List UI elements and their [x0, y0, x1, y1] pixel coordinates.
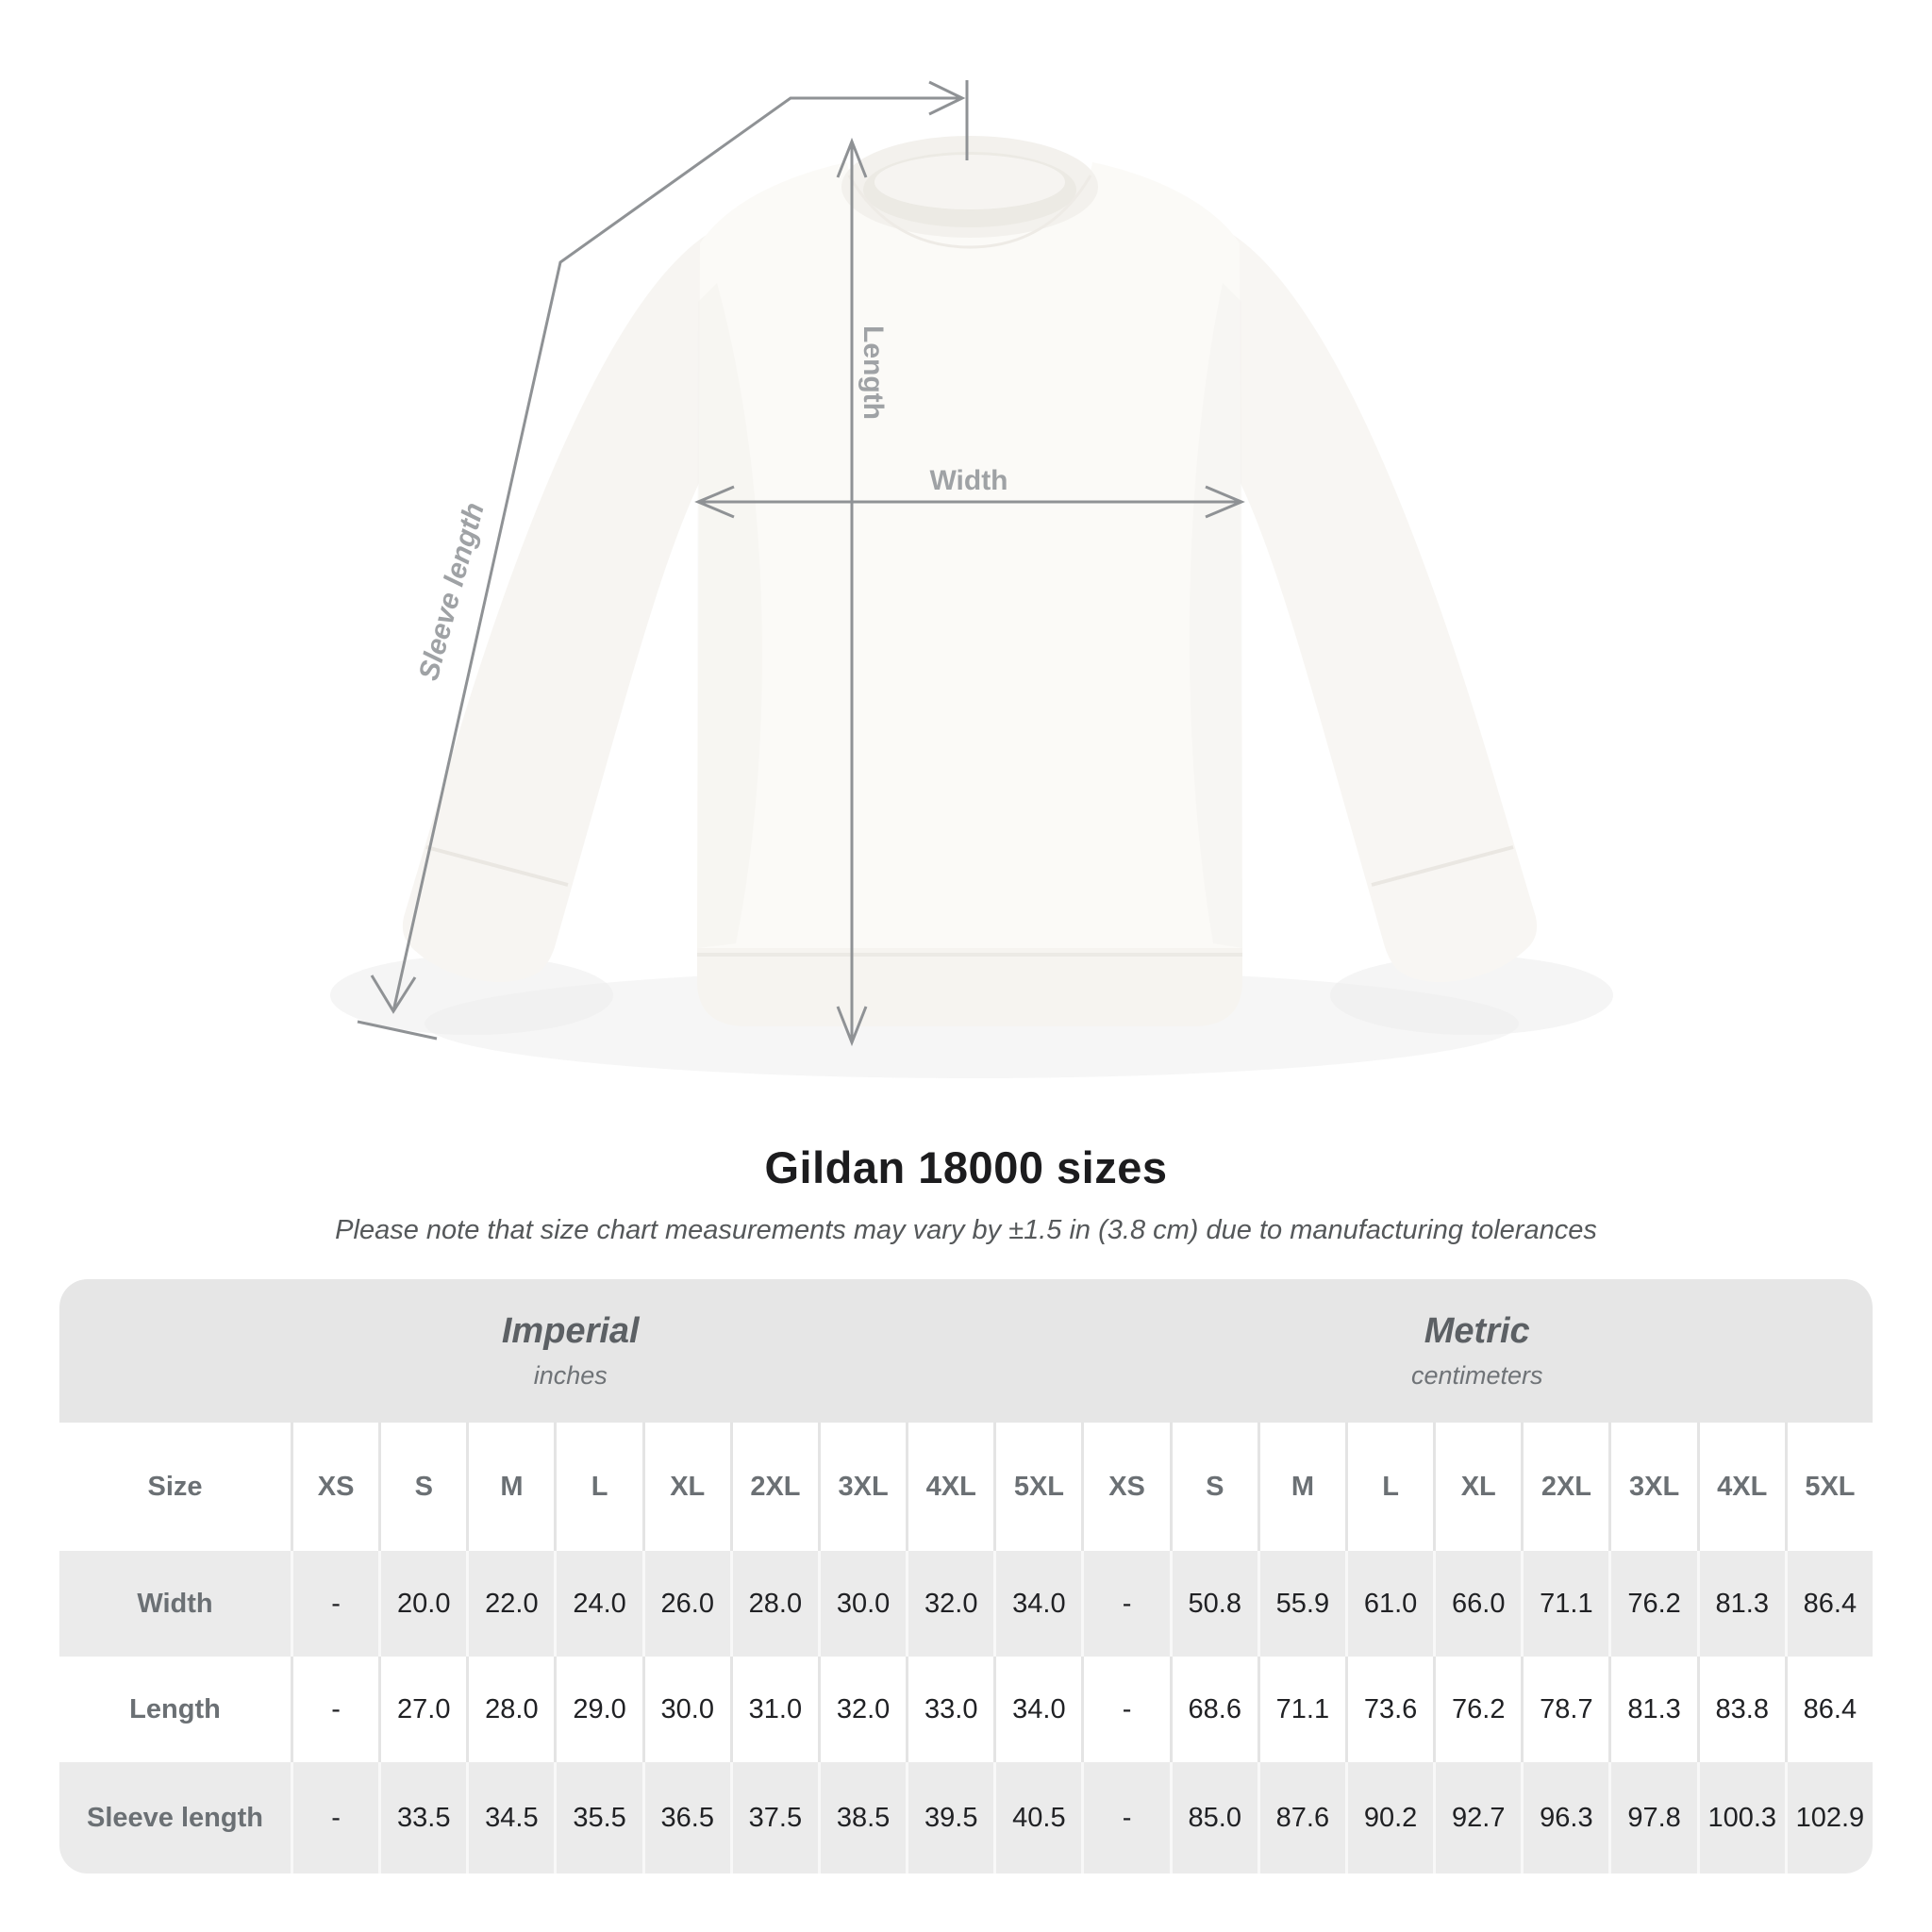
length-measure-label: Length	[858, 325, 889, 420]
measurement-value-metric: -	[1081, 1551, 1170, 1657]
measurement-value-imperial: 38.5	[817, 1762, 907, 1874]
measurement-value-metric: 55.9	[1257, 1551, 1345, 1657]
measurement-value-imperial: 30.0	[641, 1657, 730, 1762]
measurement-value-imperial: 29.0	[554, 1657, 642, 1762]
measurement-value-metric: 50.8	[1169, 1551, 1257, 1657]
measurement-value-metric: 71.1	[1257, 1657, 1345, 1762]
size-column-header-metric: XL	[1433, 1423, 1522, 1551]
measurement-value-metric: 76.2	[1608, 1551, 1697, 1657]
measurement-value-imperial: -	[291, 1657, 379, 1762]
measurement-value-metric: 81.3	[1608, 1657, 1697, 1762]
measurement-value-imperial: 24.0	[554, 1551, 642, 1657]
measurement-value-metric: -	[1081, 1762, 1170, 1874]
size-table: Imperial inches Metric centimeters Size X…	[59, 1279, 1873, 1874]
measurement-value-imperial: 37.5	[729, 1762, 818, 1874]
measurement-value-imperial: 28.0	[466, 1657, 555, 1762]
measurement-value-imperial: 33.0	[906, 1657, 994, 1762]
row-label: Width	[59, 1551, 291, 1657]
measurement-value-imperial: 39.5	[906, 1762, 994, 1874]
size-column-header-metric: 4XL	[1696, 1423, 1785, 1551]
length-arrow	[836, 137, 868, 1047]
size-column-header-metric: 3XL	[1608, 1423, 1697, 1551]
sweatshirt-photo	[402, 136, 1538, 1026]
size-corner-header: Size	[59, 1423, 291, 1551]
measurement-value-imperial: 26.0	[641, 1551, 730, 1657]
measurement-value-imperial: 33.5	[378, 1762, 467, 1874]
measurement-value-metric: 87.6	[1257, 1762, 1345, 1874]
measurement-value-metric: 68.6	[1169, 1657, 1257, 1762]
width-measure-label: Width	[929, 465, 1008, 496]
measurement-value-metric: -	[1081, 1657, 1170, 1762]
size-column-header-metric: XS	[1081, 1423, 1170, 1551]
measurement-value-imperial: 35.5	[554, 1762, 642, 1874]
measurement-value-imperial: 34.0	[993, 1657, 1082, 1762]
measurement-value-metric: 81.3	[1696, 1551, 1785, 1657]
measurement-value-metric: 76.2	[1433, 1657, 1522, 1762]
measurement-value-metric: 86.4	[1784, 1551, 1873, 1657]
measurement-value-imperial: 20.0	[378, 1551, 467, 1657]
measurement-value-imperial: 36.5	[641, 1762, 730, 1874]
size-column-header-imperial: L	[554, 1423, 642, 1551]
measurement-value-imperial: 34.5	[466, 1762, 555, 1874]
metric-unit-header: Metric centimeters	[1081, 1279, 1873, 1423]
size-column-header-imperial: XL	[641, 1423, 730, 1551]
size-column-header-imperial: 3XL	[817, 1423, 907, 1551]
measurement-value-metric: 97.8	[1608, 1762, 1697, 1874]
imperial-label: Imperial	[501, 1311, 640, 1351]
row-label: Sleeve length	[59, 1762, 291, 1874]
size-column-header-imperial: M	[466, 1423, 555, 1551]
metric-unit: centimeters	[1410, 1361, 1543, 1390]
row-label: Length	[59, 1657, 291, 1762]
size-column-header-metric: L	[1344, 1423, 1434, 1551]
size-column-header-metric: 5XL	[1784, 1423, 1873, 1551]
measurement-value-metric: 85.0	[1169, 1762, 1257, 1874]
measurement-value-metric: 102.9	[1784, 1762, 1873, 1874]
measurement-value-metric: 71.1	[1521, 1551, 1609, 1657]
size-column-header-imperial: 4XL	[906, 1423, 994, 1551]
measurement-value-metric: 100.3	[1696, 1762, 1785, 1874]
product-diagram: Length Width Sleeve length	[330, 80, 1613, 1047]
size-column-header-imperial: 2XL	[729, 1423, 818, 1551]
measurement-value-imperial: 31.0	[729, 1657, 818, 1762]
size-column-header-metric: S	[1169, 1423, 1257, 1551]
measurement-value-metric: 86.4	[1784, 1657, 1873, 1762]
size-column-header-metric: M	[1257, 1423, 1345, 1551]
measurement-value-imperial: 40.5	[993, 1762, 1082, 1874]
measurement-value-imperial: 32.0	[817, 1657, 907, 1762]
imperial-unit: inches	[533, 1361, 608, 1390]
page-title: Gildan 18000 sizes	[764, 1142, 1168, 1192]
size-column-header-imperial: XS	[291, 1423, 379, 1551]
measurement-value-imperial: 22.0	[466, 1551, 555, 1657]
width-arrow	[694, 485, 1245, 519]
measurement-value-imperial: 30.0	[817, 1551, 907, 1657]
measurement-value-metric: 92.7	[1433, 1762, 1522, 1874]
measurement-value-imperial: -	[291, 1551, 379, 1657]
size-column-header-imperial: S	[378, 1423, 467, 1551]
tolerance-note: Please note that size chart measurements…	[335, 1215, 1597, 1245]
measurement-value-metric: 90.2	[1344, 1762, 1434, 1874]
size-column-header-imperial: 5XL	[993, 1423, 1082, 1551]
sleeve-length-arrow	[357, 80, 969, 1041]
size-column-header-metric: 2XL	[1521, 1423, 1609, 1551]
metric-label: Metric	[1424, 1311, 1530, 1351]
measurement-value-imperial: 32.0	[906, 1551, 994, 1657]
measurement-value-imperial: -	[291, 1762, 379, 1874]
measurement-value-imperial: 34.0	[993, 1551, 1082, 1657]
measurement-value-metric: 61.0	[1344, 1551, 1434, 1657]
measurement-value-metric: 83.8	[1696, 1657, 1785, 1762]
imperial-unit-header: Imperial inches	[59, 1279, 1082, 1423]
measurement-value-metric: 73.6	[1344, 1657, 1434, 1762]
measurement-value-imperial: 27.0	[378, 1657, 467, 1762]
measurement-value-imperial: 28.0	[729, 1551, 818, 1657]
measurement-value-metric: 96.3	[1521, 1762, 1609, 1874]
sleeve-length-measure-label: Sleeve length	[413, 499, 491, 683]
measurement-value-metric: 78.7	[1521, 1657, 1609, 1762]
measurement-value-metric: 66.0	[1433, 1551, 1522, 1657]
